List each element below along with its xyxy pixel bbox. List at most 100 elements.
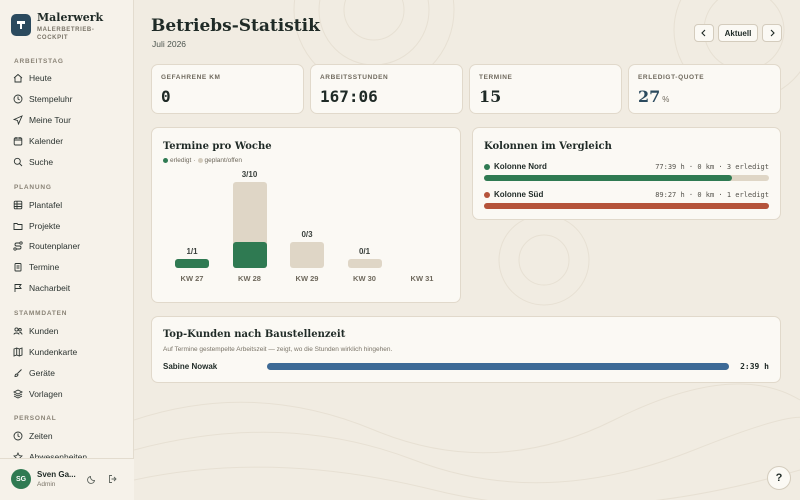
clock-icon [13,431,23,441]
layers-icon [13,389,23,399]
sidebar-item-label: Meine Tour [29,115,71,125]
bar-value-label: 0/3 [301,230,313,240]
sidebar-item-suche[interactable]: Suche [13,154,53,170]
kolonnen-card: Kolonnen im Vergleich Kolonne Nord 77:39… [472,127,781,220]
user-name: Sven Ga... [37,470,76,479]
sidebar-item-label: Projekte [29,221,61,231]
sidebar-item-label: Geräte [29,368,55,378]
sidebar-item-projekte[interactable]: Projekte [13,218,60,234]
kolonne-track [484,175,769,181]
sidebar-item-kundenkarte[interactable]: Kundenkarte [13,344,77,360]
bar-done[interactable] [175,259,209,268]
sidebar-item-kalender[interactable]: Kalender [13,133,63,149]
sidebar-item-plantafel[interactable]: Plantafel [13,197,62,213]
bar-total[interactable] [347,259,382,268]
kpi-value-wrap: 27% [638,87,669,106]
kolonne-dot [484,191,490,198]
prev-month-button[interactable] [694,24,714,42]
top-kunden-title: Top-Kunden nach Baustellenzeit [163,329,346,340]
sidebar-footer: SG Sven Ga... Admin [0,458,134,500]
bar-done[interactable] [232,242,267,268]
home-icon [13,73,23,83]
route-icon [13,241,23,251]
logout-icon[interactable] [108,474,118,484]
kolonne-name: Kolonne Nord [494,162,547,171]
sidebar-item-meine-tour[interactable]: Meine Tour [13,112,71,128]
sidebar-item-kunden[interactable]: Kunden [13,323,58,339]
nav-section-stammdaten: STAMMDATEN [14,310,68,317]
bar-value-label: 0/1 [358,247,371,257]
sidebar-item-heute[interactable]: Heute [13,70,52,86]
search-icon [13,157,23,167]
sidebar-item-geraete[interactable]: Geräte [13,365,55,381]
brand[interactable]: Malerwerk MALERBETRIEB-COCKPIT [11,11,103,42]
kolonne-stats: 77:39 h · 0 km · 3 erledigt [655,163,769,171]
legend-done-label: erledigt [170,157,192,164]
bar-x-label: KW 29 [295,274,319,283]
sidebar-item-label: Plantafel [29,200,63,210]
kolonne-track [484,203,769,209]
clipboard-icon [14,263,22,272]
sidebar-item-label: Kunden [29,326,59,336]
kpi-card-km: GEFAHRENE KM 0 [151,64,304,114]
sidebar-item-termine[interactable]: Termine [13,259,59,275]
folder-icon [13,223,23,230]
sidebar-item-label: Kundenkarte [29,347,78,357]
kpi-unit: % [662,95,670,104]
sidebar-item-nacharbeit[interactable]: Nacharbeit [13,280,70,296]
kunde-fill [267,363,729,370]
kunde-name[interactable]: Sabine Nowak [163,362,218,371]
help-button[interactable]: ? [767,466,791,490]
kolonne-row[interactable]: Kolonne Süd [484,190,543,199]
brush-logo-icon [11,14,31,36]
page-title: Betriebs-Statistik [151,16,320,36]
bar-x-label: KW 31 [410,274,434,283]
kolonne-dot [484,163,490,170]
bar-total[interactable] [290,242,324,268]
moon-icon[interactable] [87,474,97,484]
current-month-button[interactable]: Aktuell [718,24,758,42]
kpi-label: TERMINE [479,74,513,81]
termine-chart-card: Termine pro Woche erledigt · geplant/off… [151,127,461,303]
chevron-right-icon [770,29,775,37]
sidebar-item-zeiten[interactable]: Zeiten [13,428,53,444]
page-subtitle: Juli 2026 [152,39,187,49]
navigation-icon [13,115,23,125]
kpi-value: 167:06 [320,87,378,106]
clock-icon [13,94,23,104]
nav-section-arbeitstag: ARBEITSTAG [14,58,64,65]
legend-dot-done [163,158,168,163]
kolonne-stats: 89:27 h · 0 km · 1 erledigt [655,191,769,199]
avatar[interactable]: SG [11,469,31,489]
sidebar-item-label: Vorlagen [29,389,63,399]
legend-dot-open [197,158,203,163]
kolonnen-title: Kolonnen im Vergleich [484,141,612,152]
legend-separator: · [193,157,196,164]
nav-section-personal: PERSONAL [14,415,57,422]
kolonne-name: Kolonne Süd [494,190,544,199]
next-month-button[interactable] [762,24,782,42]
sidebar-item-label: Routenplaner [29,241,81,251]
sidebar-item-label: Kalender [29,136,64,146]
kpi-value: 27 [638,87,661,106]
sidebar-item-label: Termine [29,262,60,272]
kolonne-row[interactable]: Kolonne Nord [484,162,547,171]
kpi-label: GEFAHRENE KM [161,74,221,81]
sidebar-item-stempeluhr[interactable]: Stempeluhr [13,91,72,107]
bar-value-label: 1/1 [186,247,198,257]
sidebar-item-label: Zeiten [29,431,53,441]
sidebar-item-routenplaner[interactable]: Routenplaner [13,238,80,254]
bar-x-label: KW 27 [180,274,204,283]
nav-section-planung: PLANUNG [14,184,52,191]
kpi-card-quote: ERLEDIGT-QUOTE 27% [628,64,781,114]
sidebar-item-label: Abwesenheiten [29,452,88,462]
kpi-label: ARBEITSSTUNDEN [320,74,389,81]
user-role: Admin [37,481,56,488]
sidebar-item-label: Nacharbeit [29,283,71,293]
brand-name: Malerwerk [37,11,104,24]
kpi-card-termine: TERMINE 15 [469,64,622,114]
sidebar-item-vorlagen[interactable]: Vorlagen [13,386,63,402]
legend-open-label: geplant/offen [204,157,242,164]
sidebar-item-label: Stempeluhr [29,94,73,104]
grid-icon [13,200,23,210]
